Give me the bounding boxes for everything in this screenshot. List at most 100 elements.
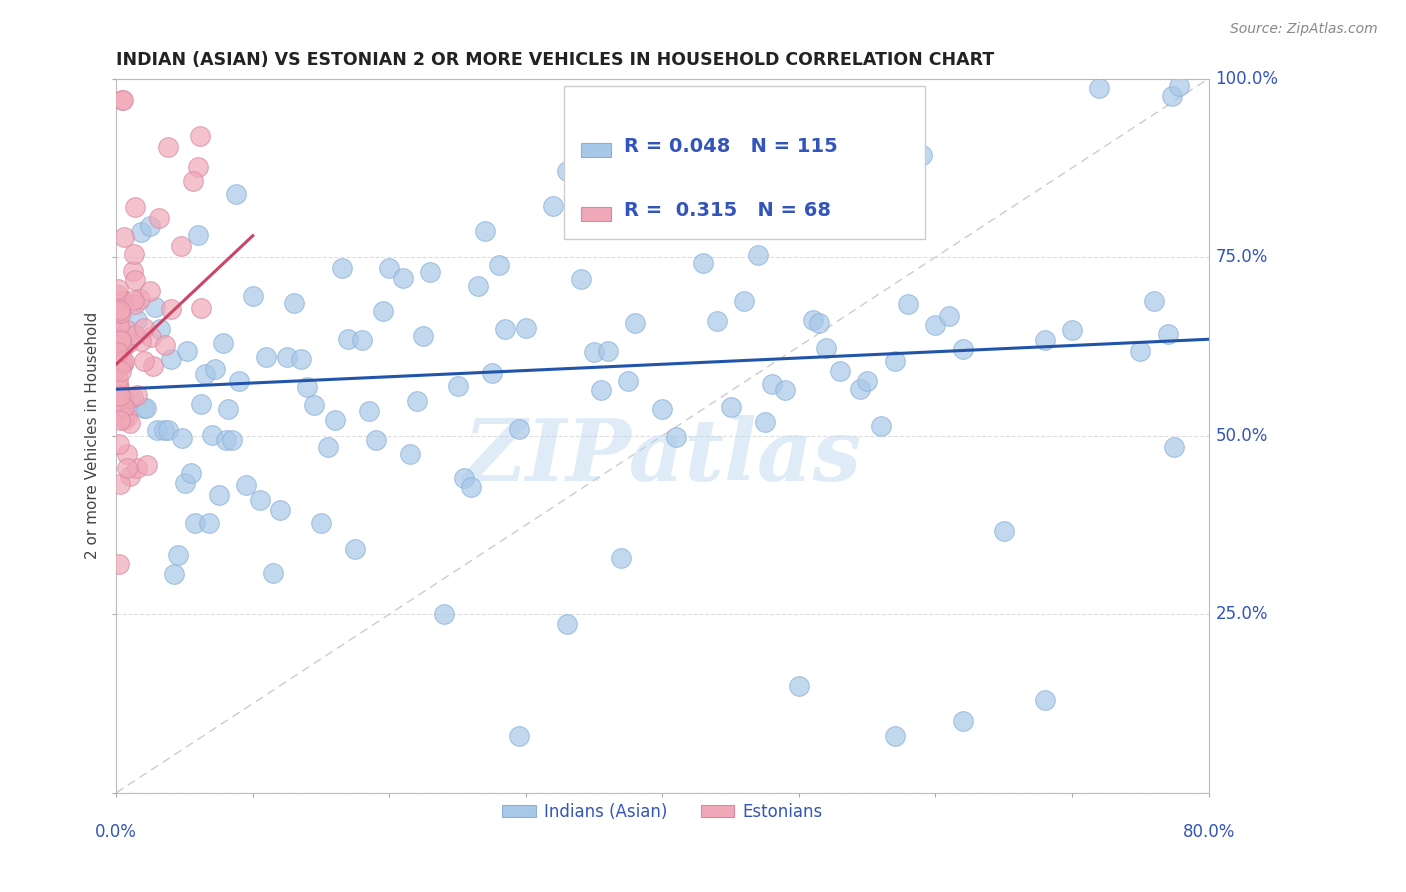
Point <box>883 729 905 743</box>
Point <box>221 433 243 447</box>
Point <box>828 364 851 378</box>
Point <box>132 401 155 415</box>
Point <box>337 332 360 346</box>
Point <box>1033 333 1056 347</box>
Point <box>323 413 346 427</box>
Point <box>433 607 456 622</box>
Point <box>136 458 159 473</box>
Point <box>184 516 207 530</box>
Point <box>122 264 145 278</box>
Point <box>1163 440 1185 454</box>
Point <box>460 480 482 494</box>
Point <box>481 366 503 380</box>
Point <box>637 202 659 217</box>
Point <box>112 93 135 107</box>
Point <box>665 430 688 444</box>
Point <box>149 322 172 336</box>
Point <box>107 381 129 395</box>
Point <box>494 322 516 336</box>
Point <box>555 164 578 178</box>
Point <box>1167 78 1189 93</box>
Point <box>808 316 831 330</box>
Point <box>1088 81 1111 95</box>
Point <box>190 397 212 411</box>
Y-axis label: 2 or more Vehicles in Household: 2 or more Vehicles in Household <box>86 312 100 559</box>
Point <box>419 265 441 279</box>
Point <box>1143 294 1166 309</box>
Point <box>1060 323 1083 337</box>
Point <box>108 558 131 572</box>
Point <box>488 258 510 272</box>
Point <box>706 314 728 328</box>
Point <box>208 488 231 502</box>
Point <box>187 227 209 242</box>
Point <box>446 379 468 393</box>
Point <box>187 160 209 174</box>
Point <box>114 230 136 244</box>
Point <box>589 383 612 397</box>
Text: 50.0%: 50.0% <box>1216 426 1268 445</box>
Point <box>107 373 129 387</box>
Point <box>110 302 132 317</box>
Point <box>515 321 537 335</box>
Point <box>107 378 129 392</box>
Point <box>617 374 640 388</box>
Point <box>107 319 129 334</box>
Point <box>146 424 169 438</box>
Point <box>162 566 184 581</box>
Point <box>110 333 132 347</box>
Point <box>1156 327 1178 342</box>
Text: R =  0.315   N = 68: R = 0.315 N = 68 <box>624 202 831 220</box>
Point <box>120 416 142 430</box>
Point <box>111 396 134 410</box>
Point <box>269 503 291 517</box>
Point <box>276 350 298 364</box>
Point <box>107 361 129 376</box>
Point <box>134 321 156 335</box>
Text: 75.0%: 75.0% <box>1216 248 1268 266</box>
Point <box>108 437 131 451</box>
Point <box>190 301 212 315</box>
Point <box>801 312 824 326</box>
Point <box>111 391 134 405</box>
Point <box>129 225 152 239</box>
FancyBboxPatch shape <box>564 86 925 239</box>
Point <box>1033 693 1056 707</box>
Point <box>110 358 132 372</box>
Point <box>118 392 141 406</box>
Legend: Indians (Asian), Estonians: Indians (Asian), Estonians <box>495 796 830 827</box>
Point <box>993 524 1015 538</box>
Text: ZIPatlas: ZIPatlas <box>464 416 862 499</box>
Point <box>201 428 224 442</box>
Point <box>139 219 162 233</box>
Point <box>371 303 394 318</box>
Point <box>610 551 633 566</box>
Point <box>160 301 183 316</box>
Point <box>856 374 879 388</box>
Point <box>283 295 305 310</box>
Point <box>153 338 176 352</box>
Point <box>1160 89 1182 103</box>
Point <box>157 423 180 437</box>
Point <box>110 334 132 349</box>
Point <box>122 247 145 261</box>
Point <box>316 440 339 454</box>
Point <box>166 548 188 562</box>
Point <box>733 294 755 309</box>
Point <box>290 351 312 366</box>
Point <box>153 423 176 437</box>
Point <box>139 284 162 298</box>
Point <box>170 239 193 253</box>
Point <box>924 318 946 333</box>
Point <box>1129 344 1152 359</box>
Point <box>115 460 138 475</box>
Point <box>111 342 134 356</box>
Point <box>897 297 920 311</box>
Point <box>110 364 132 378</box>
Point <box>115 323 138 337</box>
Point <box>309 516 332 530</box>
Point <box>214 433 236 447</box>
Point <box>364 433 387 447</box>
Point <box>176 343 198 358</box>
Point <box>508 422 530 436</box>
